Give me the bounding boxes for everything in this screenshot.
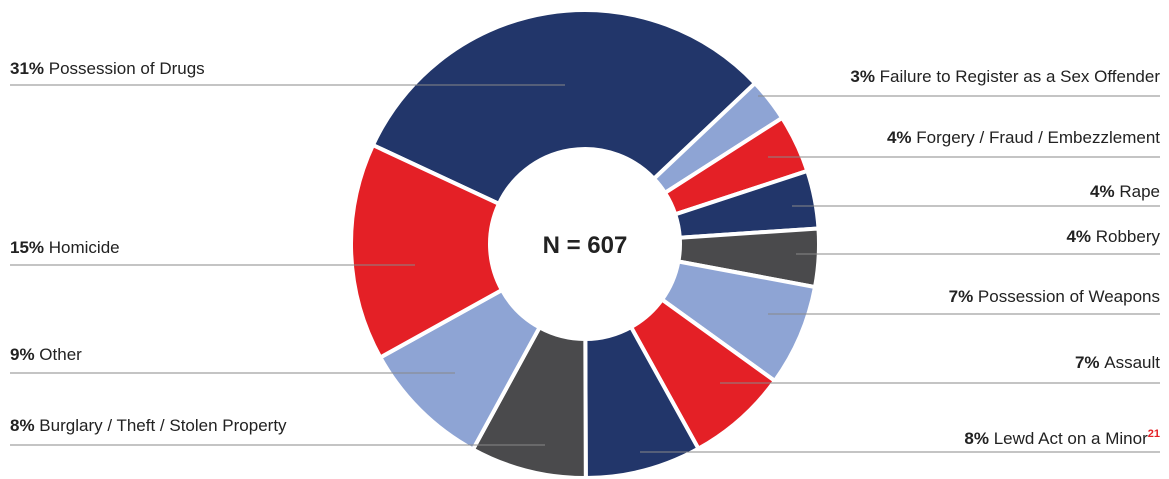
percent-label: 4% xyxy=(887,128,912,147)
segment xyxy=(370,8,758,207)
percent-label: 8% xyxy=(964,429,989,448)
segment-label: 4% Robbery xyxy=(1066,227,1160,246)
center-label: N = 607 xyxy=(543,232,628,259)
percent-label: 9% xyxy=(10,345,35,364)
percent-label: 4% xyxy=(1090,182,1115,201)
category-label: Possession of Weapons xyxy=(973,287,1160,306)
percent-label: 15% xyxy=(10,238,44,257)
segment-label: 7% Possession of Weapons xyxy=(949,287,1160,306)
segment-label: 15% Homicide xyxy=(10,238,120,257)
category-label: Rape xyxy=(1115,182,1160,201)
category-label: Forgery / Fraud / Embezzlement xyxy=(912,128,1161,147)
category-label: Failure to Register as a Sex Offender xyxy=(875,67,1160,86)
category-label: Possession of Drugs xyxy=(44,59,205,78)
percent-label: 31% xyxy=(10,59,44,78)
segment-label: 4% Rape xyxy=(1090,182,1160,201)
labels: 31% Possession of Drugs 3% Failure to Reg… xyxy=(10,59,1160,453)
footnote: 21 xyxy=(1148,428,1160,440)
segment-label: 8% Lewd Act on a Minor21 xyxy=(964,428,1160,448)
category-label: Assault xyxy=(1100,353,1161,372)
percent-label: 7% xyxy=(1075,353,1100,372)
percent-label: 8% xyxy=(10,416,35,435)
category-label: Homicide xyxy=(44,238,120,257)
category-label: Other xyxy=(35,345,83,364)
segment xyxy=(349,142,505,361)
category-label: Robbery xyxy=(1091,227,1160,246)
segment-label: 3% Failure to Register as a Sex Offender xyxy=(850,67,1160,86)
percent-label: 4% xyxy=(1066,227,1091,246)
percent-label: 3% xyxy=(850,67,875,86)
segment-label: 31% Possession of Drugs xyxy=(10,59,205,78)
segment-label: 9% Other xyxy=(10,345,82,364)
segment-label: 4% Forgery / Fraud / Embezzlement xyxy=(887,128,1160,147)
percent-label: 7% xyxy=(949,287,974,306)
category-label: Burglary / Theft / Stolen Property xyxy=(35,416,287,435)
category-label: Lewd Act on a Minor xyxy=(989,429,1148,448)
segment-label: 8% Burglary / Theft / Stolen Property xyxy=(10,416,287,435)
segment-label: 7% Assault xyxy=(1075,353,1160,372)
donut xyxy=(349,8,821,479)
